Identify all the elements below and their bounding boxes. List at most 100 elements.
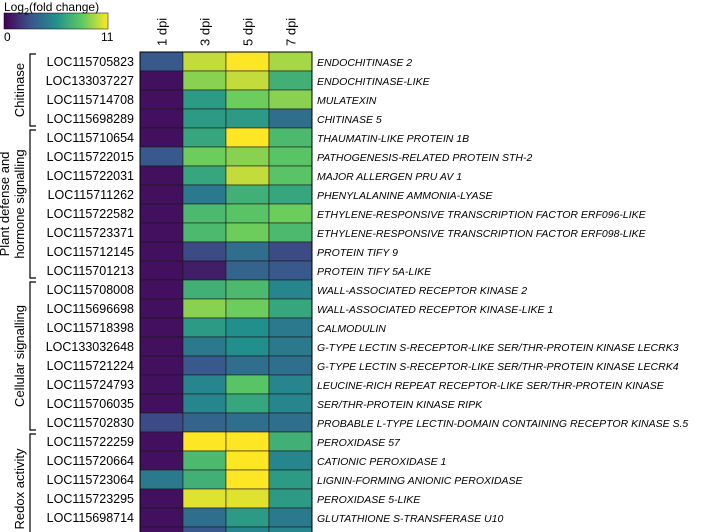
- gene-name-label: THAUMATIN-LIKE PROTEIN 1B: [317, 133, 469, 145]
- heatmap-cell: [268, 222, 313, 243]
- heatmap-cell: [139, 108, 184, 129]
- heatmap-cell: [268, 108, 313, 129]
- heatmap-cell: [139, 203, 184, 224]
- group-label: Chitinase: [12, 63, 27, 117]
- heatmap-cell: [268, 203, 313, 224]
- heatmap-cell: [225, 488, 270, 509]
- heatmap-cell: [268, 89, 313, 110]
- heatmap-cell: [182, 222, 227, 243]
- heatmap-cell: [182, 279, 227, 300]
- gene-name-label: WALL-ASSOCIATED RECEPTOR KINASE 2: [317, 285, 527, 297]
- heatmap-cell: [268, 317, 313, 338]
- heatmap-cell: [225, 279, 270, 300]
- colorbar-min-label: 0: [4, 30, 11, 44]
- heatmap-cell: [139, 222, 184, 243]
- heatmap-cell: [139, 241, 184, 262]
- heatmap-cell: [225, 203, 270, 224]
- heatmap-cell: [268, 127, 313, 148]
- row-id-label: LOC115712145: [47, 245, 134, 259]
- heatmap-cell: [182, 146, 227, 167]
- heatmap-cell: [139, 336, 184, 357]
- heatmap-cell: [268, 526, 313, 532]
- heatmap-cell: [225, 336, 270, 357]
- heatmap-cell: [182, 355, 227, 376]
- row-id-label: LOC115709320: [47, 530, 134, 532]
- heatmap-cell: [182, 165, 227, 186]
- gene-name-label: CATIONIC PEROXIDASE 1: [317, 456, 446, 468]
- heatmap-cell: [225, 260, 270, 281]
- heatmap-cell: [225, 165, 270, 186]
- heatmap-cell: [139, 507, 184, 528]
- heatmap-cell: [182, 393, 227, 414]
- gene-name-label: CALMODULIN: [317, 323, 386, 335]
- heatmap-cell: [182, 488, 227, 509]
- heatmap-cell: [139, 431, 184, 452]
- heatmap-cell: [268, 260, 313, 281]
- heatmap-cell: [225, 298, 270, 319]
- gene-name-label: PATHOGENESIS-RELATED PROTEIN STH-2: [317, 152, 532, 164]
- group-bracket: [29, 433, 36, 532]
- heatmap-cell: [268, 393, 313, 414]
- row-id-label: LOC115720664: [47, 454, 134, 468]
- heatmap-cell: [182, 336, 227, 357]
- heatmap-cell: [139, 298, 184, 319]
- row-id-label: LOC115701213: [47, 264, 134, 278]
- heatmap-cell: [225, 127, 270, 148]
- gene-name-label: MULATEXIN: [317, 95, 377, 107]
- heatmap-cell: [225, 146, 270, 167]
- heatmap-cell: [182, 70, 227, 91]
- heatmap-cell: [139, 488, 184, 509]
- heatmap-cell: [268, 488, 313, 509]
- heatmap-cell: [268, 336, 313, 357]
- gene-name-label: PHENYLALANINE AMMONIA-LYASE: [317, 190, 493, 202]
- gene-name-label: ETHYLENE-RESPONSIVE TRANSCRIPTION FACTOR…: [317, 209, 647, 221]
- heatmap-cell: [225, 70, 270, 91]
- heatmap-cell: [139, 165, 184, 186]
- heatmap-cell: [139, 355, 184, 376]
- heatmap-cell: [225, 89, 270, 110]
- gene-name-label: ENDOCHITINASE-LIKE: [317, 76, 431, 88]
- heatmap-cell: [182, 412, 227, 433]
- gene-name-label: LIGNIN-FORMING ANIONIC PEROXIDASE: [317, 475, 524, 487]
- heatmap-cell: [268, 450, 313, 471]
- gene-name-label: PEROXIDASE 5-LIKE: [317, 494, 421, 506]
- heatmap-cell: [139, 184, 184, 205]
- heatmap-cell: [182, 374, 227, 395]
- heatmap-cell: [139, 279, 184, 300]
- heatmap-cell: [225, 393, 270, 414]
- heatmap-cell: [139, 127, 184, 148]
- heatmap-cell: [139, 412, 184, 433]
- heatmap-cell: [182, 203, 227, 224]
- heatmap-cell: [139, 469, 184, 490]
- heatmap-cell: [182, 127, 227, 148]
- gene-name-label: LEUCINE-RICH REPEAT RECEPTOR-LIKE SER/TH…: [317, 380, 665, 392]
- gene-name-label: ETHYLENE-RESPONSIVE TRANSCRIPTION FACTOR…: [317, 228, 647, 240]
- column-header: 3 dpi: [198, 18, 213, 46]
- row-id-label: LOC115702830: [47, 416, 134, 430]
- heatmap-cell: [268, 431, 313, 452]
- heatmap-cell: [182, 431, 227, 452]
- heatmap-cell: [268, 146, 313, 167]
- row-id-label: LOC115708008: [47, 283, 134, 297]
- row-id-label: LOC115722582: [47, 207, 134, 221]
- heatmap-cell: [139, 526, 184, 532]
- heatmap-cell: [225, 355, 270, 376]
- gene-name-label: WALL-ASSOCIATED RECEPTOR KINASE-LIKE 1: [317, 304, 553, 316]
- row-id-label: LOC115722259: [47, 435, 134, 449]
- heatmap-cell: [139, 374, 184, 395]
- heatmap-cell: [182, 450, 227, 471]
- group-bracket: [29, 281, 36, 431]
- gene-name-label: PROTEIN TIFY 5A-LIKE: [317, 266, 432, 278]
- colorbar-title: Log2(fold change): [4, 0, 100, 17]
- row-id-label: LOC115722031: [47, 169, 134, 183]
- heatmap-cell: [139, 450, 184, 471]
- row-id-label: LOC115698714: [47, 511, 134, 525]
- heatmap-cell: [268, 165, 313, 186]
- row-id-label: LOC115714708: [47, 93, 134, 107]
- heatmap-cell: [268, 374, 313, 395]
- heatmap-cell: [225, 450, 270, 471]
- group-label: Redox activity: [12, 448, 27, 529]
- heatmap-cell: [182, 241, 227, 262]
- heatmap-cell: [268, 507, 313, 528]
